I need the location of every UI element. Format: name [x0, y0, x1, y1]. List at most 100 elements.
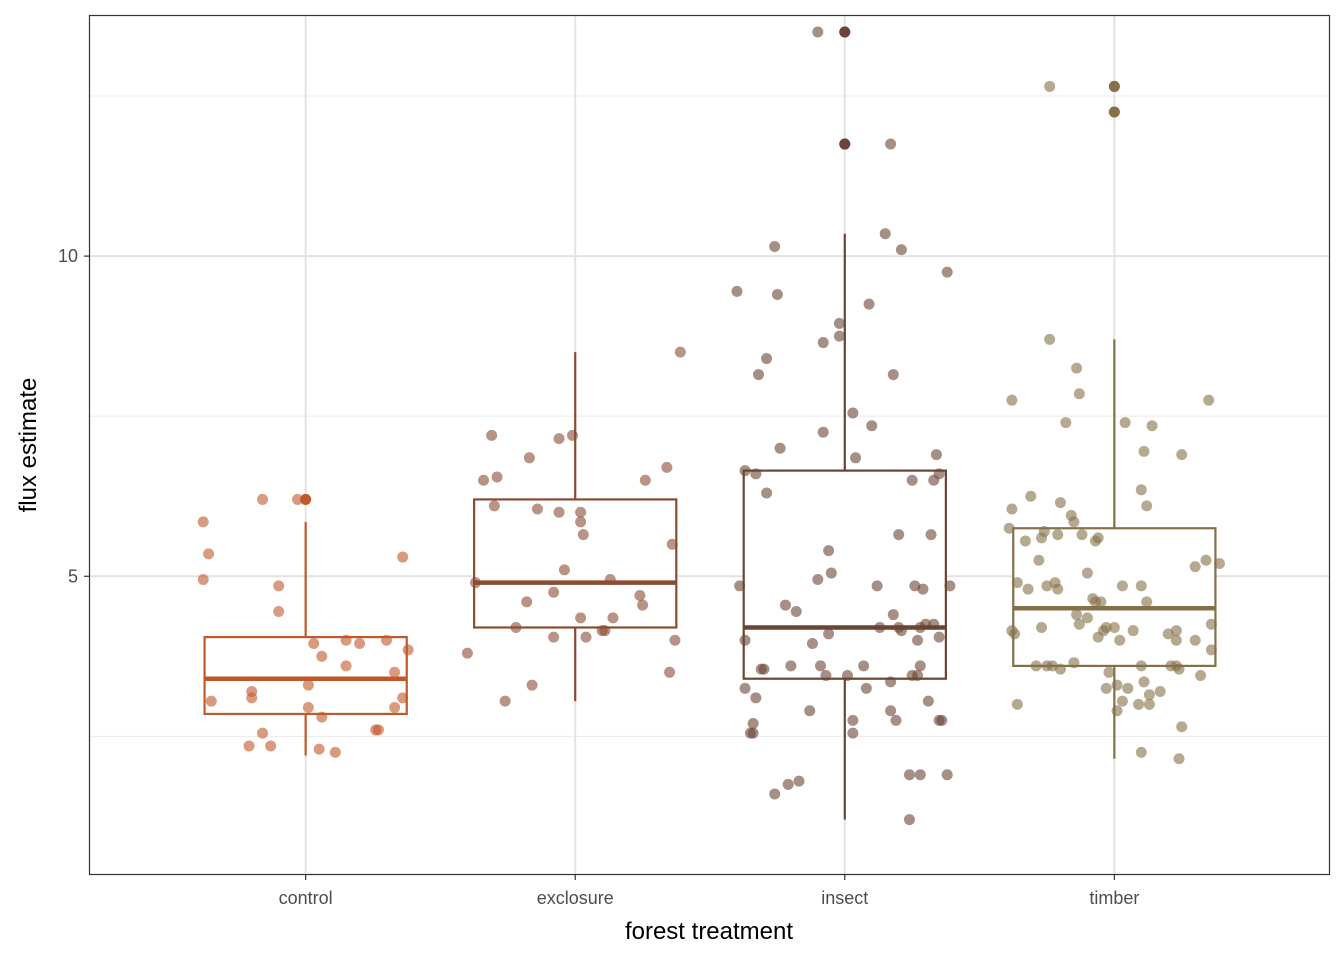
data-point-control [292, 493, 304, 505]
data-point-insect [914, 769, 926, 781]
data-point-timber [1189, 561, 1201, 573]
data-point-timber [1071, 609, 1083, 621]
data-point-insect [744, 727, 756, 739]
data-point-control [313, 743, 325, 755]
data-point-insect [758, 663, 770, 675]
y-tick-label: 10 [58, 246, 78, 266]
data-point-insect [941, 266, 953, 278]
data-point-timber [1009, 628, 1021, 640]
data-point-timber [1195, 670, 1207, 682]
data-point-insect [933, 631, 945, 643]
data-point-insect [769, 241, 781, 253]
data-point-insect [761, 353, 773, 365]
data-point-insect [879, 228, 891, 240]
x-tick-label: exclosure [537, 888, 614, 908]
data-point-timber [1154, 686, 1166, 698]
data-point-insect [812, 26, 824, 38]
boxplot-timber [1012, 80, 1217, 759]
data-point-timber [1173, 753, 1185, 765]
data-point-exclosure [499, 695, 511, 707]
data-point-timber [1146, 420, 1158, 432]
data-point-insect [903, 814, 915, 826]
data-point-exclosure [491, 471, 503, 483]
data-point-timber [1170, 625, 1182, 637]
data-point-exclosure [567, 429, 579, 441]
data-point-control [329, 746, 341, 758]
data-point-insect [823, 545, 835, 557]
data-point-timber [1025, 490, 1037, 502]
data-point-insect [804, 705, 816, 717]
outlier-point [300, 493, 312, 505]
data-point-insect [893, 529, 905, 541]
data-point-timber [1054, 497, 1066, 509]
data-point-exclosure [461, 647, 473, 659]
data-point-timber [1119, 417, 1131, 429]
data-point-insect [928, 618, 940, 630]
data-point-insect [866, 420, 878, 432]
data-point-timber [1108, 80, 1120, 92]
data-point-insect [917, 583, 929, 595]
data-point-insect [817, 337, 829, 349]
data-point-insect [928, 474, 940, 486]
data-point-insect [847, 407, 859, 419]
data-point-timber [1135, 660, 1147, 672]
boxplot-exclosure [473, 352, 678, 702]
data-point-exclosure [548, 631, 560, 643]
data-point-insect [850, 452, 862, 464]
data-point-insect [815, 660, 827, 672]
data-point-timber [1213, 557, 1225, 569]
data-point-insect [825, 567, 837, 579]
data-point-timber [1135, 484, 1147, 496]
data-point-exclosure [661, 461, 673, 473]
x-tick-label: control [279, 888, 333, 908]
data-point-insect [906, 670, 918, 682]
data-point-insect [914, 660, 926, 672]
data-point-timber [1036, 532, 1048, 544]
data-point-timber [1076, 529, 1088, 541]
data-point-exclosure [575, 506, 587, 518]
data-point-insect [771, 289, 783, 301]
data-point-exclosure [510, 621, 522, 633]
data-point-timber [1205, 644, 1217, 656]
data-point-insect [739, 465, 751, 477]
data-point-timber [1033, 554, 1045, 566]
data-point-control [246, 692, 258, 704]
data-point-exclosure [607, 612, 619, 624]
data-point-control [370, 724, 382, 736]
data-point-control [340, 634, 352, 646]
data-point-control [316, 711, 328, 723]
data-point-exclosure [634, 589, 646, 601]
data-point-insect [774, 442, 786, 454]
data-point-timber [1022, 583, 1034, 595]
data-point-insect [895, 244, 907, 256]
data-point-timber [1030, 660, 1042, 672]
data-point-timber [1108, 106, 1120, 118]
x-tick-label: insect [821, 888, 868, 908]
data-point-insect [806, 637, 818, 649]
data-point-exclosure [666, 538, 678, 550]
data-point-exclosure [488, 500, 500, 512]
data-point-timber [1046, 660, 1058, 672]
data-point-insect [790, 605, 802, 617]
data-point-timber [1073, 618, 1085, 630]
data-point-control [308, 637, 320, 649]
data-point-control [389, 702, 401, 714]
data-point-insect [874, 621, 886, 633]
data-point-insect [820, 670, 832, 682]
data-point-exclosure [674, 346, 686, 358]
data-point-timber [1011, 698, 1023, 710]
data-point-insect [914, 621, 926, 633]
data-point-insect [890, 714, 902, 726]
data-point-timber [1143, 689, 1155, 701]
x-tick-label: timber [1089, 888, 1139, 908]
data-point-insect [839, 138, 851, 150]
boxplot-control [203, 493, 408, 756]
data-point-insect [739, 634, 751, 646]
data-point-insect [944, 580, 956, 592]
data-point-insect [863, 298, 875, 310]
data-point-timber [1081, 612, 1093, 624]
data-point-control [397, 692, 409, 704]
data-point-exclosure [599, 625, 611, 637]
data-point-control [402, 644, 414, 656]
data-point-control [354, 637, 366, 649]
